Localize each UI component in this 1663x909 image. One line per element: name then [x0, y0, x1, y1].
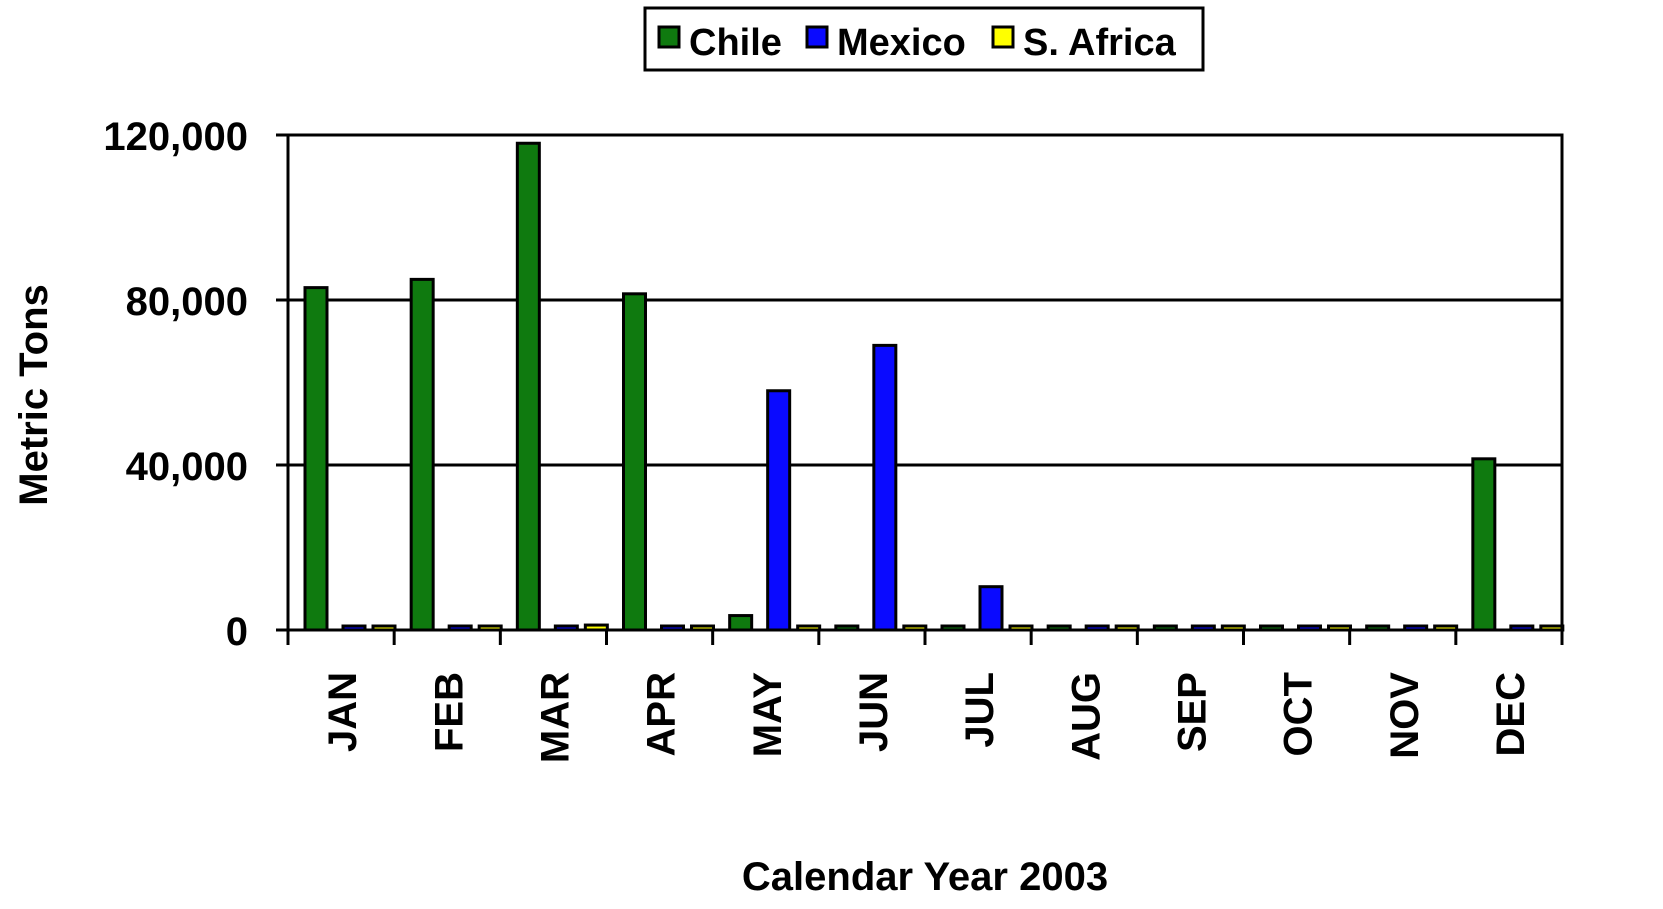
tick-labels: 0 40,000 80,000 120,000 JAN FEB MAR APR MAY JUN JU… [103, 115, 1533, 763]
y-axis-label: Metric Tons [12, 284, 56, 506]
x-tick-label: SEP [1170, 672, 1214, 752]
y-tick-label: 120,000 [103, 115, 248, 159]
y-tick-label: 0 [226, 610, 248, 654]
x-tick-label: NOV [1383, 672, 1427, 759]
y-tick-label: 40,000 [126, 445, 248, 489]
bar-chile [515, 141, 541, 632]
bar-mexico [872, 343, 898, 632]
x-tick-label: FEB [427, 672, 471, 752]
legend-swatch [991, 25, 1015, 49]
x-tick-label: JAN [321, 672, 365, 752]
plot-area-frame [286, 133, 1564, 632]
legend-label: S. Africa [1023, 22, 1177, 64]
bar-chile [728, 614, 754, 632]
y-tick-label: 80,000 [126, 280, 248, 324]
x-tick-label: OCT [1277, 672, 1321, 756]
bar-chile [622, 292, 647, 632]
bar-mexico [978, 585, 1004, 632]
legend-swatch [805, 25, 829, 49]
bar-chile [303, 286, 329, 632]
x-axis-label: Calendar Year 2003 [742, 855, 1108, 899]
legend: Chile Mexico S. Africa [643, 6, 1205, 72]
axes [276, 133, 1564, 645]
gridlines [288, 133, 1562, 632]
bar-mexico [766, 389, 792, 632]
legend-swatch [657, 25, 681, 49]
x-tick-label: JUL [958, 672, 1002, 748]
legend-label: Mexico [837, 22, 966, 64]
x-tick-label: AUG [1064, 672, 1108, 761]
legend-label: Chile [689, 22, 782, 64]
legend-box [643, 6, 1205, 72]
x-tick-label: MAY [746, 672, 790, 758]
x-tick-label: APR [640, 672, 684, 757]
x-tick-label: DEC [1489, 672, 1533, 756]
x-tick-label: MAR [533, 672, 577, 763]
x-tick-label: JUN [852, 672, 896, 752]
bar-chile [1471, 457, 1497, 632]
bars [303, 141, 1565, 632]
bar-chile [409, 277, 435, 632]
